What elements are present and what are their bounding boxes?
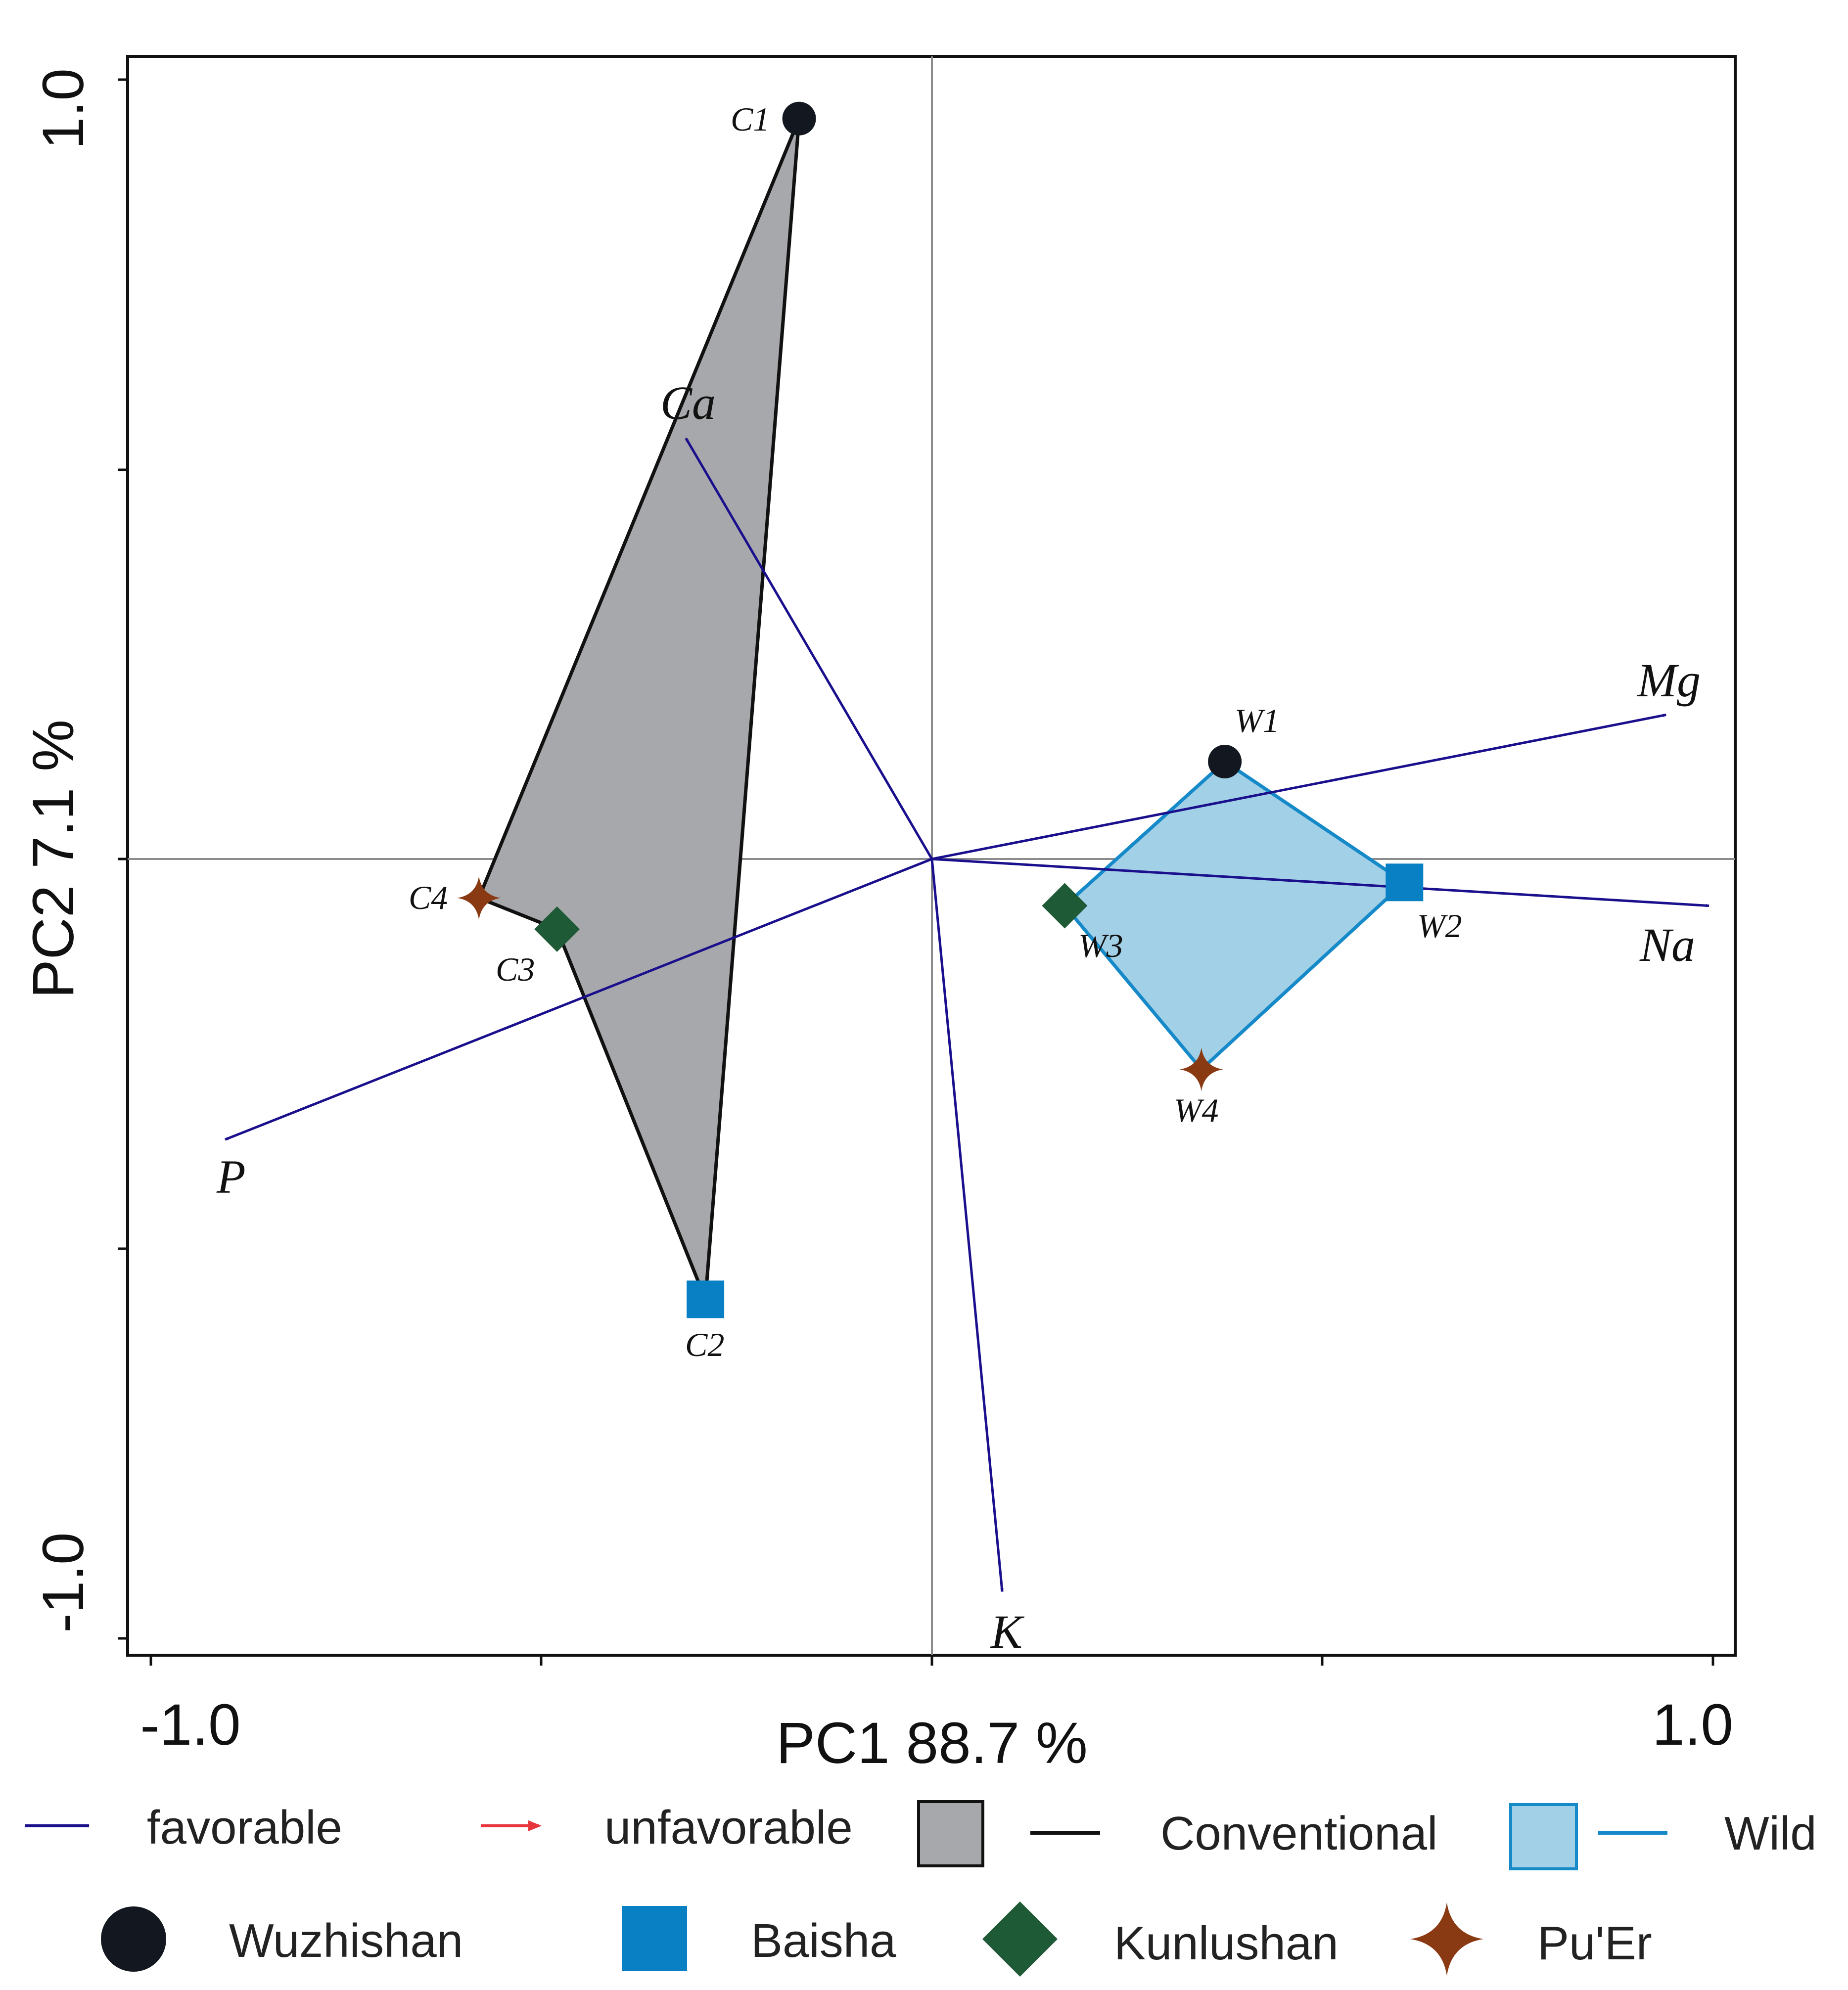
point-w3 bbox=[1042, 883, 1088, 929]
sample-label-c4: C4 bbox=[409, 879, 448, 916]
legend-kunlushan-label: Kunlushan bbox=[1114, 1917, 1339, 1970]
legend-conventional-swatch bbox=[917, 1800, 984, 1867]
x-tick-label-max: 1.0 bbox=[1652, 1692, 1733, 1758]
y-axis: 1.0 -1.0 PC2 7.1 % bbox=[21, 68, 128, 1640]
sample-label-w2: W2 bbox=[1417, 907, 1462, 945]
vector-label-ca: Ca bbox=[660, 376, 716, 429]
x-tick-label-min: -1.0 bbox=[140, 1692, 240, 1758]
vector-ca bbox=[685, 437, 933, 860]
point-c1 bbox=[782, 101, 816, 136]
legend-unfavorable-label: unfavorable bbox=[604, 1801, 853, 1854]
sample-label-w1: W1 bbox=[1235, 702, 1280, 739]
legend-wuzhishan-label: Wuzhishan bbox=[229, 1914, 463, 1967]
vector-p bbox=[225, 858, 932, 1141]
hull-conventional bbox=[476, 118, 801, 1300]
vector-labels: Ca Mg Na P K bbox=[216, 376, 1701, 1658]
sample-label-w3: W3 bbox=[1078, 927, 1123, 964]
vector-label-na: Na bbox=[1639, 918, 1695, 971]
x-axis: -1.0 1.0 PC1 88.7 % bbox=[140, 1655, 1733, 1776]
point-c2 bbox=[687, 1280, 725, 1318]
sample-label-c1: C1 bbox=[731, 100, 770, 138]
legend-favorable-label: favorable bbox=[147, 1801, 342, 1854]
vector-na bbox=[931, 858, 1709, 907]
legend-baisha-label: Baisha bbox=[751, 1914, 896, 1967]
sample-label-w4: W4 bbox=[1174, 1091, 1219, 1129]
vector-mg bbox=[931, 713, 1666, 860]
hull-wild bbox=[1062, 759, 1407, 1072]
point-c3 bbox=[534, 906, 580, 952]
vector-label-k: K bbox=[990, 1605, 1025, 1658]
legend-wild-swatch bbox=[1509, 1803, 1578, 1870]
legend-wild-label: Wild bbox=[1724, 1807, 1817, 1860]
legend-puer-marker bbox=[1410, 1902, 1483, 1976]
legend-wuzhishan-marker bbox=[101, 1906, 166, 1972]
legend-unfavorable-arrowhead bbox=[528, 1820, 542, 1831]
vector-label-p: P bbox=[216, 1150, 246, 1203]
legend: favorable unfavorable Conventional Wild … bbox=[25, 1800, 1817, 1977]
x-axis-title: PC1 88.7 % bbox=[776, 1711, 1088, 1776]
vector-k bbox=[930, 859, 1004, 1592]
sample-points bbox=[457, 101, 1424, 1318]
y-tick-label-max: 1.0 bbox=[31, 68, 96, 149]
legend-baisha-marker bbox=[622, 1906, 687, 1971]
legend-kunlushan-marker bbox=[982, 1901, 1058, 1977]
sample-labels: C1 C2 C3 C4 W1 W2 W3 W4 bbox=[409, 100, 1462, 1363]
point-w4 bbox=[1179, 1047, 1223, 1091]
point-c4 bbox=[457, 876, 501, 920]
y-axis-title: PC2 7.1 % bbox=[21, 720, 86, 998]
legend-conventional-label: Conventional bbox=[1160, 1807, 1437, 1860]
y-tick-label-min: -1.0 bbox=[31, 1532, 96, 1632]
sample-label-c2: C2 bbox=[685, 1326, 724, 1363]
sample-label-c3: C3 bbox=[496, 950, 535, 988]
point-w1 bbox=[1208, 745, 1242, 778]
loading-vectors bbox=[225, 437, 1709, 1592]
vector-label-mg: Mg bbox=[1636, 654, 1701, 707]
legend-puer-label: Pu'Er bbox=[1537, 1917, 1652, 1970]
point-w2 bbox=[1386, 863, 1424, 902]
